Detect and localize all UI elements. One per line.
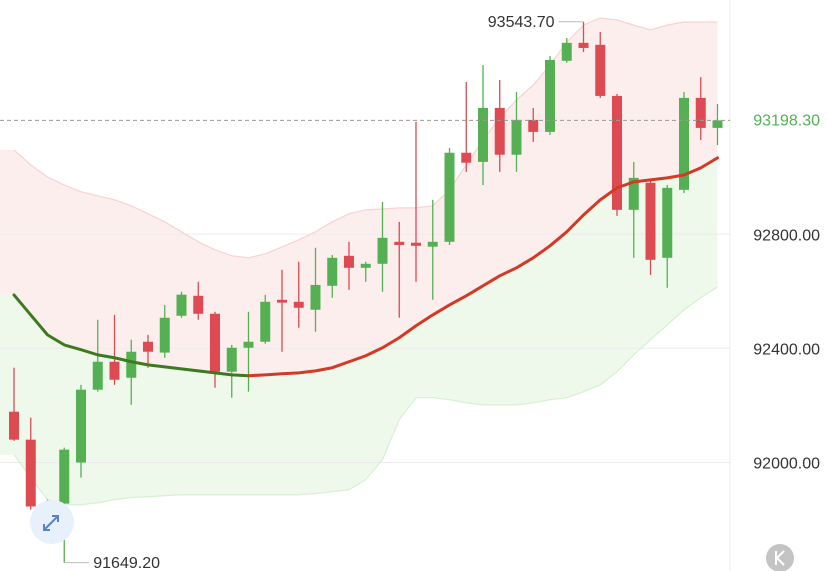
candle-body <box>25 439 36 507</box>
toggle-icon[interactable] <box>43 515 59 531</box>
k-button-icon[interactable] <box>775 550 785 566</box>
candle-body <box>411 242 421 246</box>
candle-body <box>394 241 405 245</box>
candle-body <box>695 97 706 128</box>
candle-body <box>226 347 237 372</box>
y-tick-label: 92000.00 <box>753 456 820 473</box>
upper-band-fill <box>0 17 718 376</box>
lower-band-fill <box>0 157 718 505</box>
candle-body <box>293 301 304 308</box>
candle-body <box>645 182 656 260</box>
y-tick-label: 92800.00 <box>753 227 820 244</box>
moving-average <box>247 156 719 378</box>
candle-body <box>143 341 153 352</box>
candle-body <box>159 317 170 353</box>
candle-body <box>545 59 555 132</box>
view-toggle[interactable] <box>30 500 74 544</box>
candle-body <box>327 257 338 286</box>
candle-body <box>528 119 539 132</box>
upper-band-line <box>13 17 718 259</box>
candle-body <box>360 263 371 268</box>
y-tick-label: 92400.00 <box>753 342 820 359</box>
candle-body <box>427 241 438 247</box>
candle-body <box>59 449 70 504</box>
candle-body <box>76 389 86 463</box>
candle-body <box>310 284 321 310</box>
candle-body <box>9 411 19 440</box>
candle-body <box>561 42 572 61</box>
k-button[interactable] <box>766 544 794 571</box>
candle-body <box>260 301 271 342</box>
candle-body <box>511 119 522 155</box>
candle-body <box>461 152 472 163</box>
annotation-label: 91649.20 <box>93 555 160 571</box>
candle-body <box>712 120 723 128</box>
candle-body <box>243 341 254 348</box>
last-price-label: 93198.30 <box>753 113 820 130</box>
candle-body <box>344 255 354 268</box>
lower-band-line <box>13 286 718 506</box>
k-button-bg[interactable] <box>766 544 794 571</box>
annotation-label: 93543.70 <box>488 14 555 31</box>
candle-body <box>612 95 622 210</box>
candle-body <box>478 107 488 162</box>
candle-body <box>494 107 505 155</box>
candle-body <box>662 187 673 258</box>
candle-body <box>277 299 287 303</box>
candle-body <box>444 152 455 242</box>
candle-body <box>176 294 187 316</box>
candle-body <box>109 361 120 380</box>
candle-body <box>126 351 137 378</box>
candle-body <box>92 361 103 390</box>
candle-body <box>628 177 639 210</box>
candle-body <box>210 313 220 372</box>
candle-body <box>193 295 204 314</box>
moving-average <box>12 293 250 378</box>
candle-body <box>595 44 606 96</box>
candle-body <box>377 237 388 264</box>
candle-body <box>679 97 689 190</box>
candle-body <box>578 42 589 48</box>
